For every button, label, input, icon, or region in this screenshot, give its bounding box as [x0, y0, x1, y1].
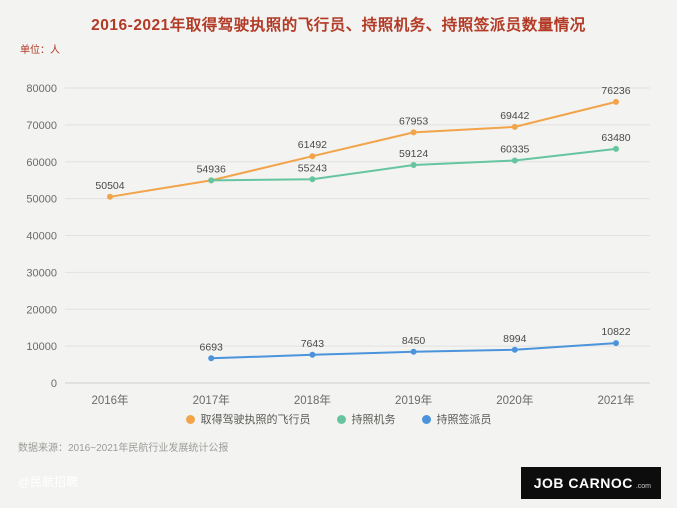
svg-text:50000: 50000	[26, 194, 57, 206]
series-2: 6693 7643 8450 8994 10822	[200, 326, 631, 362]
chart-title: 2016-2021年取得驾驶执照的飞行员、持照机务、持照签派员数量情况	[91, 17, 586, 34]
svg-text:2017年: 2017年	[193, 393, 230, 407]
svg-text:60000: 60000	[26, 157, 57, 169]
svg-text:40000: 40000	[26, 231, 57, 243]
svg-text:80000: 80000	[26, 83, 57, 95]
maintenance-series-dot-icon	[336, 414, 346, 424]
legend-item-maintenance: 持照机务	[336, 411, 396, 427]
legend-label-pilots: 取得驾驶执照的飞行员	[200, 414, 311, 426]
svg-text:10000: 10000	[26, 341, 57, 353]
unit-label: 单位：人	[20, 45, 60, 56]
svg-text:7643: 7643	[301, 338, 325, 350]
svg-text:54936: 54936	[197, 163, 226, 175]
legend-label-dispatchers: 持照签派员	[436, 414, 492, 426]
svg-text:8994: 8994	[503, 333, 527, 345]
x-axis-labels: 2016年 2017年 2018年 2019年 2020年 2021年	[91, 393, 634, 407]
svg-text:67953: 67953	[399, 115, 428, 127]
svg-text:69442: 69442	[500, 110, 529, 122]
svg-text:2020年: 2020年	[496, 393, 533, 407]
svg-text:60335: 60335	[500, 144, 529, 156]
svg-text:59124: 59124	[399, 148, 428, 160]
svg-text:63480: 63480	[601, 132, 630, 144]
svg-text:76236: 76236	[601, 85, 630, 97]
legend-item-pilots: 取得驾驶执照的飞行员	[185, 411, 311, 427]
pilots-series-dot-icon	[185, 414, 195, 424]
svg-text:55243: 55243	[298, 162, 327, 174]
svg-text:61492: 61492	[298, 139, 327, 151]
svg-text:10822: 10822	[601, 326, 630, 338]
job-carnoc-logo: JOB CARNOC .com	[520, 467, 661, 499]
svg-text:20000: 20000	[26, 304, 57, 316]
gridlines: 0 10000 20000 30000 40000 50000 60000 70000 8000…	[26, 83, 650, 390]
svg-text:2016年: 2016年	[91, 393, 128, 407]
svg-text:8450: 8450	[402, 335, 426, 347]
logo-text: JOB CARNOC	[533, 475, 633, 491]
svg-text:70000: 70000	[26, 120, 57, 132]
svg-text:50504: 50504	[95, 180, 124, 192]
svg-text:0: 0	[51, 378, 57, 390]
dispatchers-series-dot-icon	[421, 414, 431, 424]
series-1: 55243 59124 60335 63480	[208, 132, 631, 184]
data-source-note: 数据来源：2016~2021年民航行业发展统计公报	[18, 443, 229, 454]
svg-text:2019年: 2019年	[395, 393, 432, 407]
svg-text:2018年: 2018年	[294, 393, 331, 407]
watermark: @民航招聘	[18, 475, 79, 489]
legend-item-dispatchers: 持照签派员	[421, 411, 492, 427]
svg-text:2021年: 2021年	[597, 393, 634, 407]
series-0: 50504 54936 61492 67953 69442 76236	[95, 85, 631, 200]
svg-text:30000: 30000	[26, 267, 57, 279]
logo-suffix: .com	[635, 483, 651, 490]
svg-text:6693: 6693	[200, 341, 224, 353]
line-chart: 0 10000 20000 30000 40000 50000 60000 70000 8000…	[26, 83, 650, 407]
legend-label-maintenance: 持照机务	[351, 414, 396, 426]
chart-legend: 取得驾驶执照的飞行员 持照机务 持照签派员	[0, 411, 677, 427]
